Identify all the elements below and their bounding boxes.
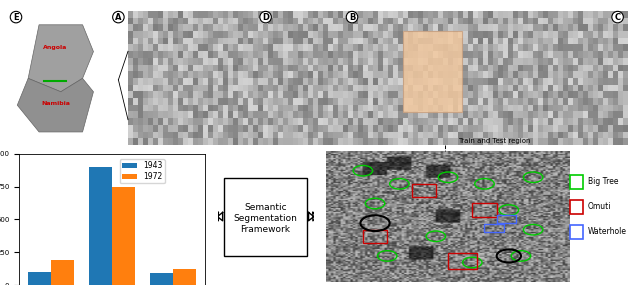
Text: Big Tree: Big Tree: [588, 177, 618, 186]
FancyBboxPatch shape: [225, 178, 307, 256]
Bar: [484, 225, 504, 232]
Text: Framework: Framework: [241, 225, 291, 234]
Text: Train and Test region: Train and Test region: [458, 138, 530, 144]
Bar: [448, 253, 477, 269]
Text: Namibia: Namibia: [41, 101, 70, 106]
Bar: [150, 272, 173, 285]
Text: B: B: [349, 13, 355, 22]
Text: Waterhole: Waterhole: [588, 227, 627, 236]
Bar: [363, 230, 387, 243]
Polygon shape: [28, 25, 93, 92]
Polygon shape: [17, 78, 93, 132]
Bar: [51, 260, 74, 285]
Text: C: C: [614, 13, 621, 22]
Bar: [112, 187, 135, 285]
Bar: [412, 184, 436, 197]
Bar: [173, 268, 196, 285]
FancyBboxPatch shape: [403, 32, 463, 112]
Bar: [570, 225, 582, 239]
Text: Angola: Angola: [44, 45, 67, 50]
Bar: [570, 200, 582, 214]
Bar: [89, 167, 112, 285]
Bar: [570, 175, 582, 189]
Text: Semantic: Semantic: [244, 203, 287, 212]
Text: Omuti: Omuti: [588, 202, 611, 211]
Text: E: E: [13, 13, 19, 22]
Text: D: D: [262, 13, 269, 22]
Bar: [28, 272, 51, 285]
Text: A: A: [115, 13, 122, 22]
Bar: [497, 215, 516, 223]
Legend: 1943, 1972: 1943, 1972: [120, 159, 165, 183]
Bar: [472, 203, 497, 217]
Text: Segmentation: Segmentation: [234, 214, 298, 223]
